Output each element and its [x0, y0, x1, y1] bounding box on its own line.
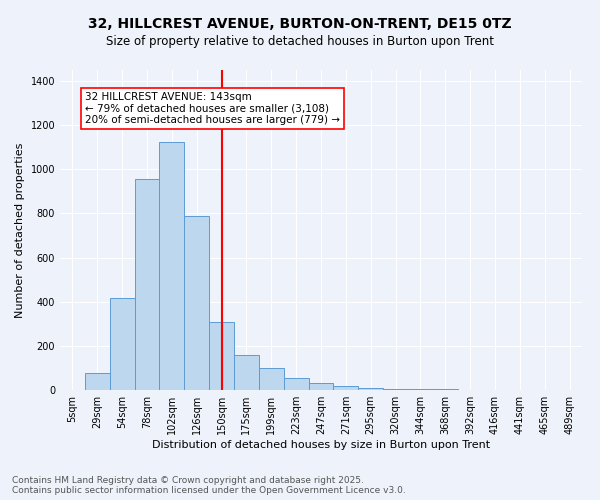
Text: Size of property relative to detached houses in Burton upon Trent: Size of property relative to detached ho… [106, 35, 494, 48]
X-axis label: Distribution of detached houses by size in Burton upon Trent: Distribution of detached houses by size … [152, 440, 490, 450]
Bar [308, 384, 334, 390]
Text: 32 HILLCREST AVENUE: 143sqm
← 79% of detached houses are smaller (3,108)
20% of : 32 HILLCREST AVENUE: 143sqm ← 79% of det… [85, 92, 340, 126]
Bar [408, 389, 433, 390]
Bar [358, 388, 383, 390]
Bar [134, 179, 160, 390]
Bar [209, 322, 234, 390]
Bar [184, 216, 209, 390]
Text: Contains HM Land Registry data © Crown copyright and database right 2025.
Contai: Contains HM Land Registry data © Crown c… [12, 476, 406, 495]
Text: 32, HILLCREST AVENUE, BURTON-ON-TRENT, DE15 0TZ: 32, HILLCREST AVENUE, BURTON-ON-TRENT, D… [88, 18, 512, 32]
Bar [110, 298, 134, 390]
Bar [259, 368, 284, 390]
Bar [160, 142, 184, 390]
Bar [234, 354, 259, 390]
Y-axis label: Number of detached properties: Number of detached properties [15, 142, 25, 318]
Bar [85, 374, 110, 390]
Bar [383, 389, 408, 390]
Bar [334, 386, 358, 390]
Bar [284, 378, 308, 390]
